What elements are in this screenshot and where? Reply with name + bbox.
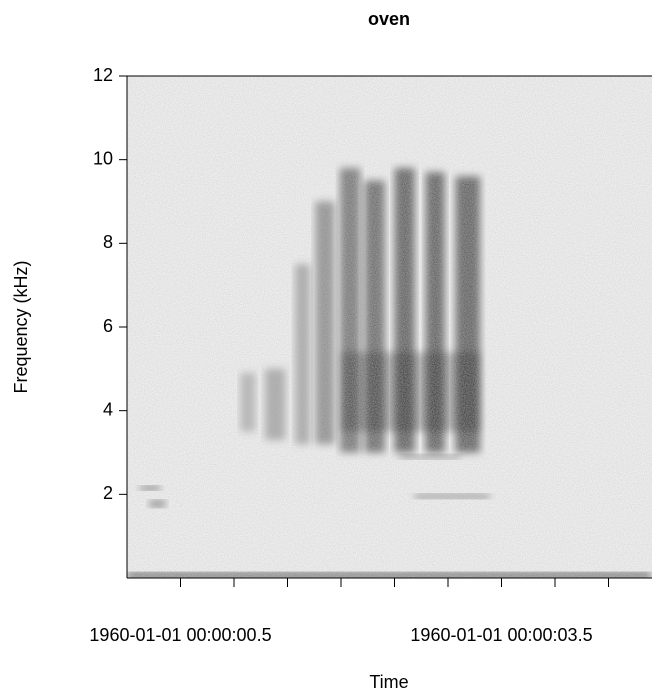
- y-tick-label: 8: [103, 232, 113, 252]
- noise-texture: [127, 76, 652, 578]
- y-tick-label: 4: [103, 399, 113, 419]
- y-tick-label: 10: [93, 148, 113, 168]
- x-tick-label: 1960-01-01 00:00:00.5: [89, 625, 271, 645]
- x-tick-label: 1960-01-01 00:00:03.5: [410, 625, 592, 645]
- y-tick-label: 2: [103, 483, 113, 503]
- chart-title: oven: [368, 9, 410, 29]
- y-axis-label: Frequency (kHz): [11, 260, 31, 393]
- y-tick-label: 6: [103, 316, 113, 336]
- x-axis-label: Time: [369, 672, 408, 692]
- y-tick-label: 12: [93, 65, 113, 85]
